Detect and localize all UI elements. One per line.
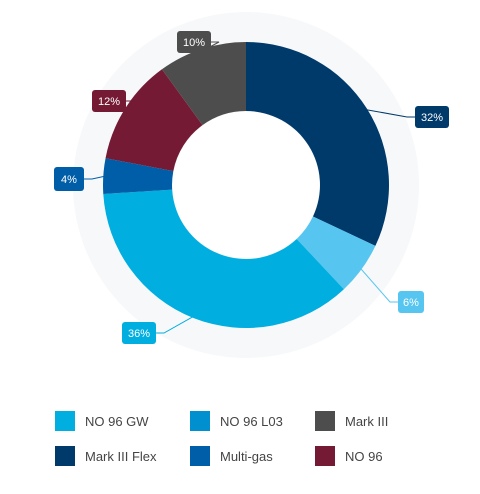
data-label-connector xyxy=(359,267,398,303)
data-label-box xyxy=(92,90,126,112)
data-label-no-96: 12% xyxy=(98,96,120,108)
data-label-no-96-l03: 6% xyxy=(403,297,419,309)
legend-swatch xyxy=(55,446,75,466)
data-label-box xyxy=(415,106,449,128)
donut-slice-no-96-l03[interactable] xyxy=(296,216,376,290)
legend-item-no-96[interactable]: NO 96 xyxy=(315,445,435,467)
legend-swatch xyxy=(315,411,335,431)
legend-swatch xyxy=(190,446,210,466)
data-label-multi-gas: 4% xyxy=(61,174,77,186)
legend-label: NO 96 GW xyxy=(85,413,149,429)
legend-label: Multi-gas xyxy=(220,448,273,464)
legend-item-multi-gas[interactable]: Multi-gas xyxy=(190,445,315,467)
data-label-box xyxy=(54,167,84,191)
legend-item-mark-iii[interactable]: Mark III xyxy=(315,410,435,432)
data-label-no-96-gw: 36% xyxy=(128,328,150,340)
donut-chart: 32% 6% 36% 4% 12% 10% xyxy=(54,31,449,344)
chart-legend: NO 96 GW NO 96 L03 Mark III Mark III Fle… xyxy=(55,410,435,467)
legend-label: Mark III Flex xyxy=(85,448,157,464)
data-label-connector xyxy=(364,108,415,118)
legend-swatch xyxy=(315,446,335,466)
legend-item-no-96-l03[interactable]: NO 96 L03 xyxy=(190,410,315,432)
data-label-connector xyxy=(156,315,195,334)
legend-item-mark-iii-flex[interactable]: Mark III Flex xyxy=(55,445,190,467)
donut-slice-multi-gas[interactable] xyxy=(103,158,174,194)
legend-swatch xyxy=(190,411,210,431)
donut-slice-no-96[interactable] xyxy=(105,69,203,172)
data-label-box xyxy=(398,291,424,313)
data-label-connector xyxy=(126,100,136,110)
donut-slice-mark-iii[interactable] xyxy=(161,42,246,126)
data-label-connector xyxy=(84,175,106,180)
donut-hole xyxy=(172,111,320,259)
legend-item-no-96-gw[interactable]: NO 96 GW xyxy=(55,410,190,432)
data-label-box xyxy=(122,322,156,344)
donut-slice-no-96-gw[interactable] xyxy=(103,189,344,328)
donut-chart-svg: 32% 6% 36% 4% 12% 10% xyxy=(54,31,449,344)
legend-label: Mark III xyxy=(345,413,389,429)
legend-swatch xyxy=(55,411,75,431)
data-label-mark-iii-flex: 32% xyxy=(421,112,443,124)
data-label-box xyxy=(177,31,211,53)
donut-slice-mark-iii-flex[interactable] xyxy=(246,42,389,246)
legend-label: NO 96 xyxy=(345,448,383,464)
data-label-mark-iii: 10% xyxy=(183,37,205,49)
legend-label: NO 96 L03 xyxy=(220,413,283,429)
